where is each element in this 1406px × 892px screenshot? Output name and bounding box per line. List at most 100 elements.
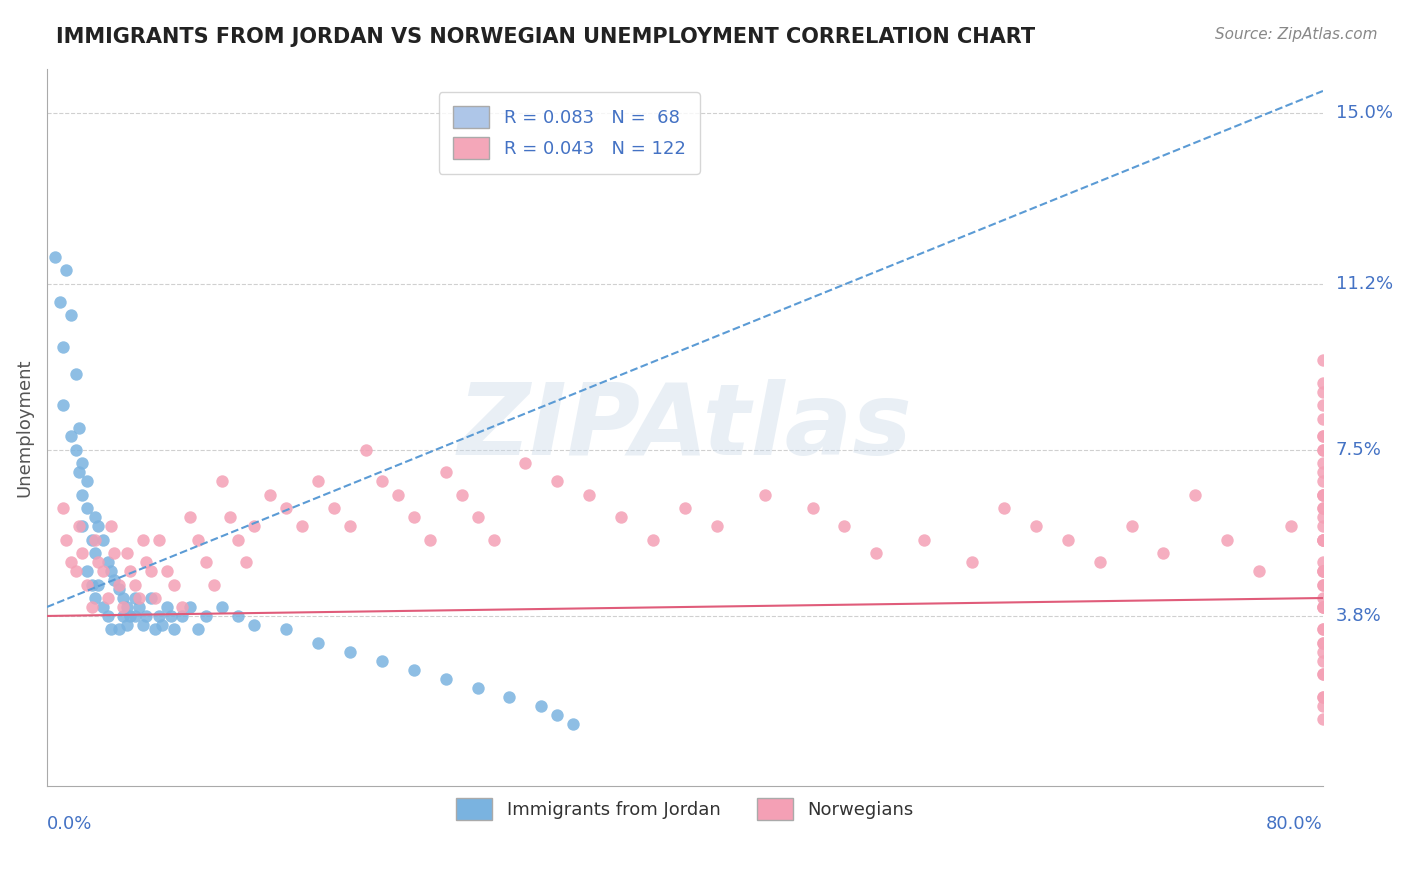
Point xyxy=(1312,564,1334,578)
Point xyxy=(259,488,281,502)
Point xyxy=(1216,533,1239,547)
Point xyxy=(76,564,98,578)
Point xyxy=(103,573,125,587)
Point xyxy=(467,510,489,524)
Point xyxy=(80,599,103,614)
Point xyxy=(91,564,114,578)
Point xyxy=(641,533,664,547)
Point xyxy=(243,618,266,632)
Point xyxy=(1312,488,1334,502)
Point xyxy=(143,623,166,637)
Point xyxy=(1312,636,1334,650)
Point xyxy=(1312,623,1334,637)
Point xyxy=(960,555,983,569)
Point xyxy=(148,533,170,547)
Point xyxy=(96,609,118,624)
Point xyxy=(70,546,93,560)
Point xyxy=(112,599,135,614)
Point xyxy=(83,546,105,560)
Point xyxy=(291,519,314,533)
Point xyxy=(1312,599,1334,614)
Point xyxy=(1312,376,1334,390)
Point xyxy=(339,645,361,659)
Point xyxy=(1312,488,1334,502)
Point xyxy=(219,510,242,524)
Point xyxy=(1312,501,1334,516)
Point xyxy=(1312,519,1334,533)
Text: 11.2%: 11.2% xyxy=(1336,275,1393,293)
Point xyxy=(179,599,201,614)
Point xyxy=(1153,546,1175,560)
Point xyxy=(276,501,298,516)
Point xyxy=(115,599,138,614)
Point xyxy=(67,519,90,533)
Point xyxy=(96,591,118,605)
Point xyxy=(1249,564,1271,578)
Point xyxy=(76,501,98,516)
Point xyxy=(307,475,329,489)
Point xyxy=(1312,501,1334,516)
Point xyxy=(1312,533,1334,547)
Point xyxy=(339,519,361,533)
Point xyxy=(1121,519,1143,533)
Point xyxy=(202,577,225,591)
Point xyxy=(1056,533,1078,547)
Point xyxy=(103,546,125,560)
Point xyxy=(52,340,75,354)
Point xyxy=(1312,488,1334,502)
Point xyxy=(1312,698,1334,713)
Point xyxy=(124,609,146,624)
Point xyxy=(187,533,209,547)
Text: ZIPAtlas: ZIPAtlas xyxy=(457,379,912,476)
Point xyxy=(434,466,457,480)
Point xyxy=(87,519,110,533)
Point xyxy=(135,609,157,624)
Point xyxy=(1312,690,1334,704)
Point xyxy=(371,475,394,489)
Point xyxy=(1025,519,1047,533)
Point xyxy=(1279,519,1302,533)
Point xyxy=(107,623,129,637)
Point xyxy=(515,457,537,471)
Point xyxy=(1312,353,1334,368)
Point xyxy=(1312,712,1334,726)
Point xyxy=(801,501,824,516)
Point xyxy=(87,555,110,569)
Point xyxy=(135,555,157,569)
Point xyxy=(1312,533,1334,547)
Point xyxy=(96,555,118,569)
Point xyxy=(44,250,66,264)
Point xyxy=(754,488,776,502)
Point xyxy=(865,546,887,560)
Point xyxy=(706,519,728,533)
Point xyxy=(83,591,105,605)
Point xyxy=(124,577,146,591)
Point xyxy=(1312,533,1334,547)
Point xyxy=(211,475,233,489)
Point xyxy=(128,599,150,614)
Point xyxy=(912,533,935,547)
Point xyxy=(1312,599,1334,614)
Point xyxy=(83,533,105,547)
Point xyxy=(1184,488,1206,502)
Point xyxy=(1312,667,1334,681)
Point xyxy=(402,663,425,677)
Point xyxy=(1312,667,1334,681)
Point xyxy=(139,564,162,578)
Point xyxy=(91,533,114,547)
Point xyxy=(100,519,122,533)
Point xyxy=(243,519,266,533)
Point xyxy=(139,591,162,605)
Point xyxy=(1312,564,1334,578)
Point xyxy=(148,609,170,624)
Point xyxy=(1312,577,1334,591)
Point xyxy=(993,501,1015,516)
Point xyxy=(70,519,93,533)
Point xyxy=(226,533,249,547)
Point xyxy=(1312,591,1334,605)
Point xyxy=(83,510,105,524)
Point xyxy=(80,533,103,547)
Point xyxy=(546,475,568,489)
Point xyxy=(179,510,201,524)
Point xyxy=(307,636,329,650)
